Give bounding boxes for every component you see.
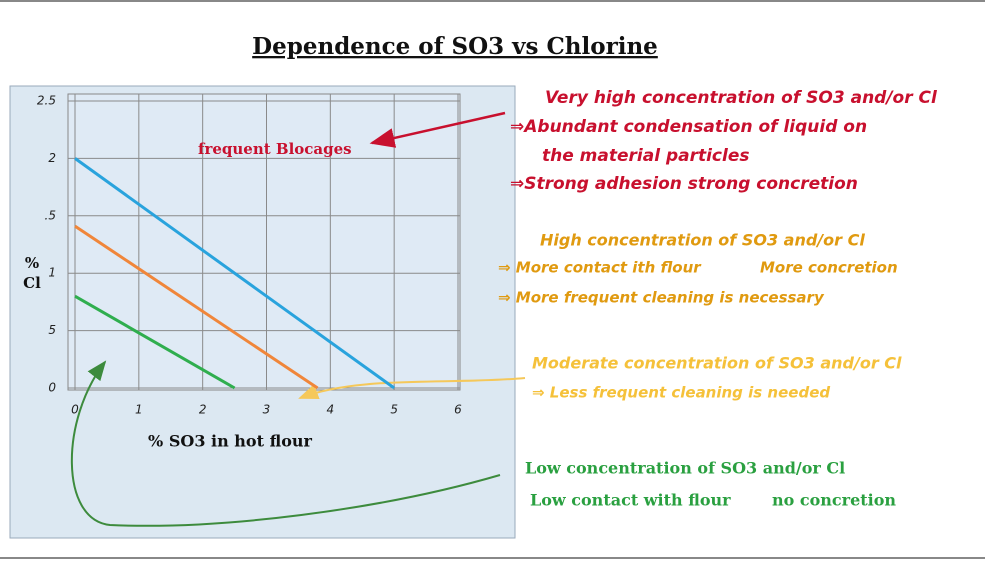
y-axis-label: % (25, 254, 39, 272)
annotation: ⇒ More contact ith flour (498, 259, 702, 277)
line-series (74, 157, 396, 390)
annotation: Low contact with flour (530, 491, 731, 510)
arrow (369, 111, 506, 148)
annotation: ⇒Abundant condensation of liquid on (510, 117, 867, 137)
arrow (298, 377, 526, 400)
y-tick-label: 2 (48, 151, 56, 165)
x-tick-label: 3 (263, 403, 271, 417)
x-axis-label: % SO3 in hot flour (148, 432, 312, 451)
y-tick-label: 0 (48, 381, 56, 395)
y-tick-label: 5 (48, 323, 56, 337)
x-tick-label: 4 (327, 403, 335, 417)
x-tick-label: 5 (390, 403, 398, 417)
annotation: frequent Blocages (198, 140, 352, 158)
line-series (74, 294, 236, 390)
x-tick-label: 0 (71, 403, 79, 417)
annotation: the material particles (542, 146, 749, 166)
arrow (70, 360, 501, 527)
x-tick-label: 2 (199, 403, 207, 417)
annotation: Very high concentration of SO3 and/or Cl (545, 88, 938, 108)
y-axis-label: Cl (23, 274, 41, 292)
annotation: no concretion (772, 491, 896, 510)
x-tick-label: 1 (135, 403, 143, 417)
annotation: Moderate concentration of SO3 and/or Cl (532, 354, 902, 373)
plot-area (67, 93, 461, 391)
annotation: Low concentration of SO3 and/or Cl (525, 459, 845, 478)
y-tick-label: 2.5 (37, 94, 56, 108)
y-tick-label: 1 (48, 266, 56, 280)
annotation: ⇒ Less frequent cleaning is needed (532, 384, 830, 402)
annotation: More concretion (760, 259, 898, 277)
annotation: ⇒ More frequent cleaning is necessary (498, 289, 825, 307)
annotation: ⇒Strong adhesion strong concretion (510, 174, 858, 194)
line-series (74, 224, 319, 390)
chart-title: Dependence of SO3 vs Chlorine (252, 33, 658, 60)
x-tick-label: 6 (454, 403, 462, 417)
y-tick-label: .5 (45, 208, 56, 222)
annotation: High concentration of SO3 and/or Cl (540, 231, 865, 250)
